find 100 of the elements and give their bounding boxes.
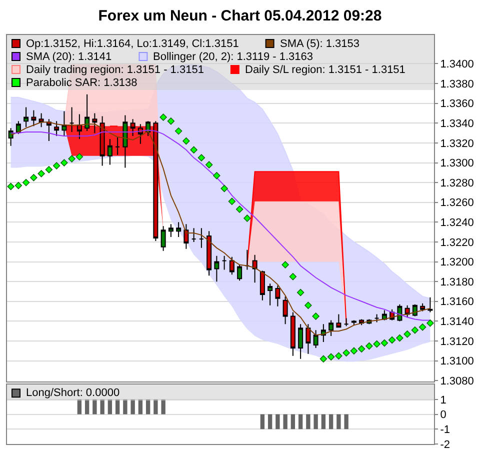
candlestick bbox=[351, 320, 356, 326]
y-tick-label: 1.3300 bbox=[440, 158, 474, 170]
point bbox=[380, 339, 388, 347]
y-tick-label: 1.3400 bbox=[440, 58, 474, 71]
candlestick bbox=[115, 136, 120, 156]
candlestick bbox=[268, 283, 273, 306]
candlestick bbox=[16, 120, 21, 135]
candlestick bbox=[31, 110, 36, 127]
legend-label: Bollinger (20, 2): 1.3119 - 1.3163 bbox=[153, 51, 314, 63]
candlestick bbox=[290, 312, 296, 356]
candlestick bbox=[420, 302, 426, 312]
y-tick-label: 1.3120 bbox=[440, 336, 474, 348]
point bbox=[350, 347, 358, 355]
y-tick-label: 1.3220 bbox=[440, 236, 474, 249]
y-tick-label: 1.3100 bbox=[440, 356, 474, 368]
candlestick bbox=[38, 112, 44, 128]
y-tick-label: 1 bbox=[440, 394, 446, 406]
candlestick bbox=[122, 114, 128, 168]
y-tick-label: 1.3320 bbox=[440, 138, 474, 150]
point bbox=[358, 345, 366, 353]
legend-label: Daily S/L region: 1.3151 - 1.3151 bbox=[245, 64, 406, 76]
point bbox=[244, 214, 251, 222]
candlestick bbox=[160, 226, 166, 252]
legend-label: SMA (20): 1.3141 bbox=[26, 51, 112, 63]
candlestick bbox=[222, 255, 227, 270]
chart-title: Forex um Neun - Chart 05.04.2012 09:28 bbox=[98, 7, 382, 24]
point bbox=[14, 182, 22, 190]
point bbox=[38, 170, 45, 178]
candlestick bbox=[344, 318, 349, 327]
candlestick bbox=[328, 320, 334, 337]
candlestick bbox=[306, 324, 311, 354]
point bbox=[418, 324, 426, 331]
candlestick bbox=[282, 296, 288, 325]
candlestick bbox=[69, 106, 74, 133]
candlestick bbox=[107, 138, 112, 166]
point bbox=[312, 312, 320, 320]
point bbox=[426, 320, 434, 327]
y-tick-label: 1.3080 bbox=[440, 375, 474, 388]
candlestick bbox=[176, 222, 182, 238]
candlestick bbox=[24, 106, 29, 128]
candlestick bbox=[184, 224, 189, 250]
candlestick bbox=[130, 118, 136, 137]
candlestick bbox=[412, 304, 418, 317]
point bbox=[296, 288, 304, 296]
point bbox=[30, 174, 38, 182]
point bbox=[366, 342, 373, 350]
point bbox=[60, 159, 68, 166]
point bbox=[342, 349, 350, 356]
y-tick-label: 1.3200 bbox=[440, 256, 474, 269]
y-tick-label: 1.3280 bbox=[440, 177, 474, 190]
y-tick-label: 1.3340 bbox=[440, 118, 474, 130]
candlestick bbox=[84, 94, 90, 132]
point bbox=[282, 261, 289, 268]
candlestick bbox=[198, 228, 204, 248]
point bbox=[327, 353, 335, 360]
candlestick bbox=[298, 324, 304, 360]
y-tick-label: 1.3140 bbox=[440, 316, 474, 328]
candlestick bbox=[76, 114, 82, 140]
point bbox=[76, 153, 84, 160]
legend-label: SMA (5): 1.3153 bbox=[280, 38, 360, 50]
y-tick-label: -2 bbox=[440, 438, 450, 451]
point bbox=[404, 330, 411, 338]
legend-label: Long/Short: 0.0000 bbox=[26, 387, 120, 399]
candlestick bbox=[374, 314, 380, 323]
point bbox=[236, 206, 244, 213]
candlestick bbox=[92, 112, 98, 134]
y-tick-label: 1.3380 bbox=[440, 78, 474, 90]
point bbox=[411, 326, 419, 334]
candlestick bbox=[237, 264, 242, 282]
point bbox=[52, 162, 60, 170]
point bbox=[7, 182, 14, 190]
y-tick-label: 1.3240 bbox=[440, 217, 474, 230]
legend-label: Op:1.3152, Hi:1.3164, Lo:1.3149, Cl:1.3151 bbox=[26, 38, 239, 50]
candlestick bbox=[100, 116, 105, 166]
candlestick bbox=[46, 118, 52, 142]
legend-label: Daily trading region: 1.3151 - 1.3151 bbox=[26, 64, 204, 76]
candlestick bbox=[168, 224, 174, 238]
point bbox=[304, 302, 312, 309]
point bbox=[320, 355, 328, 362]
y-tick-label: 1.3260 bbox=[440, 197, 474, 210]
candlestick bbox=[214, 255, 220, 282]
point bbox=[68, 155, 76, 162]
candlestick bbox=[428, 296, 433, 313]
legend-label: Parabolic SAR: 1.3138 bbox=[26, 77, 138, 89]
point bbox=[373, 340, 380, 348]
point bbox=[45, 166, 53, 174]
candlestick bbox=[313, 330, 318, 348]
candlestick bbox=[138, 124, 143, 144]
point bbox=[289, 273, 297, 280]
y-tick-label: 1.3180 bbox=[440, 276, 474, 288]
point bbox=[396, 334, 404, 342]
candlestick bbox=[252, 254, 258, 284]
candlestick bbox=[62, 110, 67, 137]
y-tick-label: 1.3160 bbox=[440, 296, 474, 308]
candlestick bbox=[229, 256, 234, 276]
y-tick-label: 1.3360 bbox=[440, 98, 474, 110]
candlestick bbox=[275, 285, 280, 307]
point bbox=[335, 352, 342, 360]
candlestick bbox=[206, 230, 212, 276]
candlestick bbox=[260, 270, 265, 301]
